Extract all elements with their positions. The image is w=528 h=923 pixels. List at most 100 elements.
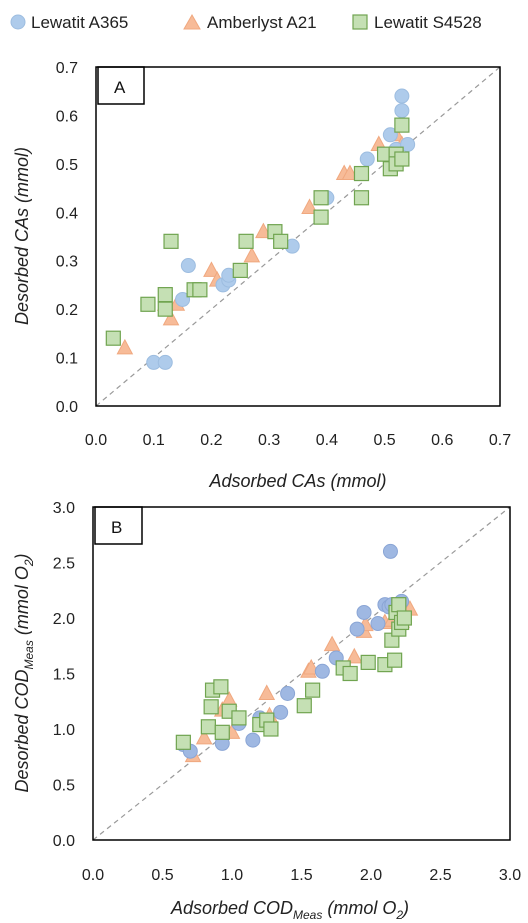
data-points <box>175 543 419 763</box>
x-tick-label: 0.2 <box>200 432 222 449</box>
data-points <box>105 88 416 370</box>
data-point-lewatit-s4528 <box>175 734 191 750</box>
data-point-lewatit-s4528 <box>231 710 247 726</box>
data-point-lewatit-a365 <box>359 151 375 167</box>
x-tick-label: 2.5 <box>429 867 451 884</box>
data-point-lewatit-s4528 <box>263 721 279 737</box>
data-point-lewatit-s4528 <box>396 610 412 626</box>
x-axis-ticks: 0.0 0.1 0.2 0.3 0.4 0.5 0.6 0.7 <box>85 432 511 449</box>
data-point-lewatit-a365 <box>180 258 196 274</box>
x-tick-label: 0.1 <box>143 432 165 449</box>
x-tick-label: 1.0 <box>221 867 243 884</box>
circle-icon <box>10 14 26 30</box>
y-tick-label: 0.0 <box>53 833 75 850</box>
data-point-amberlyst-a21 <box>301 198 318 214</box>
data-point-lewatit-s4528 <box>353 190 370 206</box>
data-point-lewatit-a365 <box>370 616 386 632</box>
data-point-amberlyst-a21 <box>323 635 341 652</box>
data-point-lewatit-a365 <box>157 354 173 370</box>
legend-item-lewatit-s4528: Lewatit S4528 <box>352 13 482 32</box>
data-point-amberlyst-a21 <box>243 246 261 263</box>
x-axis-label-main: Adsorbed COD <box>170 898 293 918</box>
x-axis-label: Adsorbed CODMeas (mmol O2) <box>170 898 409 922</box>
data-point-lewatit-a365 <box>245 732 261 748</box>
data-point-lewatit-s4528 <box>353 165 370 182</box>
data-point-lewatit-s4528 <box>232 262 248 278</box>
data-point-amberlyst-a21 <box>345 647 363 664</box>
x-tick-label: 2.0 <box>360 867 382 884</box>
x-tick-label: 0.4 <box>316 432 338 449</box>
y-axis-ticks: 0.0 0.1 0.2 0.3 0.4 0.5 0.6 0.7 <box>56 60 78 416</box>
legend: Lewatit A365 Amberlyst A21 Lewatit S4528 <box>10 13 482 32</box>
y-tick-label: 0.3 <box>56 254 78 271</box>
y-tick-label: 1.5 <box>53 667 75 684</box>
y-tick-label: 1.0 <box>53 722 75 739</box>
data-point-lewatit-a365 <box>280 685 296 701</box>
data-point-lewatit-s4528 <box>163 233 179 249</box>
data-point-lewatit-s4528 <box>203 699 219 715</box>
data-point-lewatit-s4528 <box>360 654 376 671</box>
data-point-amberlyst-a21 <box>116 338 134 355</box>
data-point-lewatit-s4528 <box>313 209 329 225</box>
y-axis-label: Desorbed CAs (mmol) <box>12 147 32 325</box>
square-icon <box>352 14 368 30</box>
data-point-lewatit-s4528 <box>105 330 121 346</box>
data-point-lewatit-s4528 <box>387 652 403 668</box>
data-point-lewatit-s4528 <box>213 679 229 695</box>
x-tick-label: 3.0 <box>499 867 521 884</box>
x-tick-label: 0.5 <box>373 432 395 449</box>
x-axis-label-sub2: 2 <box>395 908 403 922</box>
data-point-lewatit-a365 <box>349 621 365 637</box>
y-axis-label-main: Desorbed COD <box>12 669 32 792</box>
panel-label-box <box>97 66 145 105</box>
data-point-lewatit-s4528 <box>214 724 230 740</box>
x-tick-label: 0.7 <box>489 432 511 449</box>
y-tick-label: 0.7 <box>56 60 78 77</box>
data-point-lewatit-a365 <box>175 291 191 307</box>
y-axis-label-sub: Meas <box>22 640 36 669</box>
identity-line <box>92 506 511 841</box>
x-tick-label: 0.6 <box>431 432 453 449</box>
y-tick-label: 0.0 <box>56 399 78 416</box>
x-axis-ticks: 0.0 0.5 1.0 1.5 2.0 2.5 3.0 <box>82 867 521 884</box>
plot-frame <box>95 66 501 407</box>
y-tick-label: 0.2 <box>56 302 78 319</box>
panel-label-box <box>94 506 143 545</box>
data-point-lewatit-s4528 <box>140 296 156 312</box>
data-point-amberlyst-a21 <box>255 222 272 239</box>
identity-line <box>95 66 501 407</box>
y-axis-label-tail: (mmol O <box>12 566 32 640</box>
data-point-lewatit-a365 <box>382 543 398 559</box>
data-point-lewatit-s4528 <box>296 698 312 714</box>
x-axis-label-tail: (mmol O <box>322 898 396 918</box>
legend-item-lewatit-a365: Lewatit A365 <box>10 13 128 32</box>
y-tick-label: 0.6 <box>56 108 78 125</box>
triangle-icon <box>183 13 201 30</box>
data-point-lewatit-s4528 <box>305 682 321 698</box>
data-point-lewatit-a365 <box>394 103 410 119</box>
data-point-amberlyst-a21 <box>203 261 220 277</box>
data-point-lewatit-s4528 <box>391 597 407 613</box>
y-tick-label: 3.0 <box>53 500 75 517</box>
data-point-lewatit-s4528 <box>192 282 208 298</box>
legend-label: Lewatit A365 <box>31 13 128 32</box>
panel-label: B <box>111 518 122 537</box>
data-point-lewatit-s4528 <box>273 233 289 249</box>
y-tick-label: 0.4 <box>56 205 78 222</box>
data-point-lewatit-a365 <box>356 604 372 620</box>
data-point-lewatit-s4528 <box>313 190 329 206</box>
chart-panel-b: B 0.0 0.5 1.0 1.5 2.0 2.5 3.0 0.0 0.5 1.0 1.5 2.0 2… <box>12 500 521 922</box>
y-tick-label: 0.1 <box>56 351 78 368</box>
y-axis-ticks: 0.0 0.5 1.0 1.5 2.0 2.5 3.0 <box>53 500 75 850</box>
data-point-lewatit-s4528 <box>157 287 173 303</box>
y-tick-label: 0.5 <box>53 778 75 795</box>
data-point-lewatit-s4528 <box>157 301 173 317</box>
x-tick-label: 0.5 <box>151 867 173 884</box>
x-axis-label-end: ) <box>401 898 409 918</box>
chart-panel-a: A 0.00.10.20.30.40.50.60.7 0.0 0.1 0.2 0.3 0… <box>12 60 511 491</box>
legend-label: Lewatit S4528 <box>374 13 482 32</box>
data-point-lewatit-s4528 <box>200 719 216 735</box>
y-tick-label: 2.0 <box>53 611 75 628</box>
y-axis-label: Desorbed CODMeas (mmol O2) <box>12 553 36 792</box>
